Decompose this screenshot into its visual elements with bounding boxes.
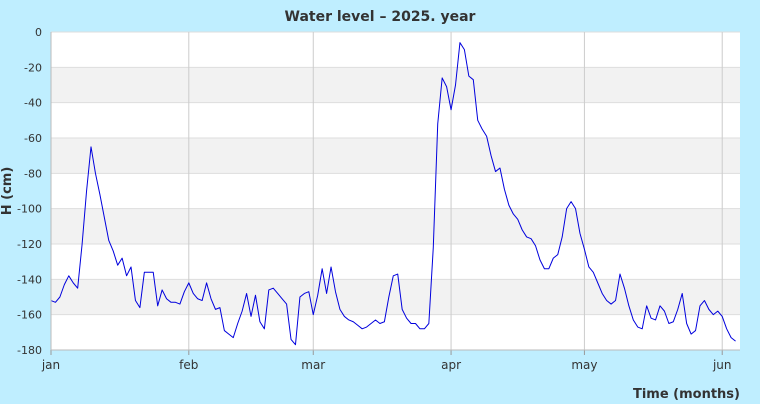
y-tick-label: -180	[17, 344, 42, 357]
grid-band	[51, 138, 740, 174]
y-tick-label: -80	[24, 167, 42, 180]
x-tick-label: apr	[441, 358, 461, 372]
y-tick-label: -120	[17, 238, 42, 251]
x-axis-label: Time (months)	[633, 387, 740, 400]
x-tick-label: may	[571, 358, 597, 372]
y-tick-label: -100	[17, 203, 42, 216]
x-tick-label: mar	[301, 358, 325, 372]
x-tick-label: jun	[712, 358, 732, 372]
y-tick-label: -160	[17, 309, 42, 322]
plot-area	[51, 32, 740, 350]
y-axis-label: H (cm)	[0, 167, 15, 216]
chart-title: Water level – 2025. year	[285, 9, 476, 25]
grid-band	[51, 279, 740, 315]
x-tick-label: jan	[41, 358, 60, 372]
y-tick-label: -40	[24, 97, 42, 110]
y-tick-label: -20	[24, 61, 42, 74]
series-line-water-level	[50, 42, 736, 346]
series-layer	[50, 42, 736, 346]
y-tick-label: -60	[24, 132, 42, 145]
x-tick-label: feb	[179, 358, 198, 372]
grid-band	[51, 67, 740, 103]
y-tick-label: 0	[35, 26, 42, 39]
grid-band	[51, 208, 740, 244]
y-tick-label: -140	[17, 273, 42, 286]
